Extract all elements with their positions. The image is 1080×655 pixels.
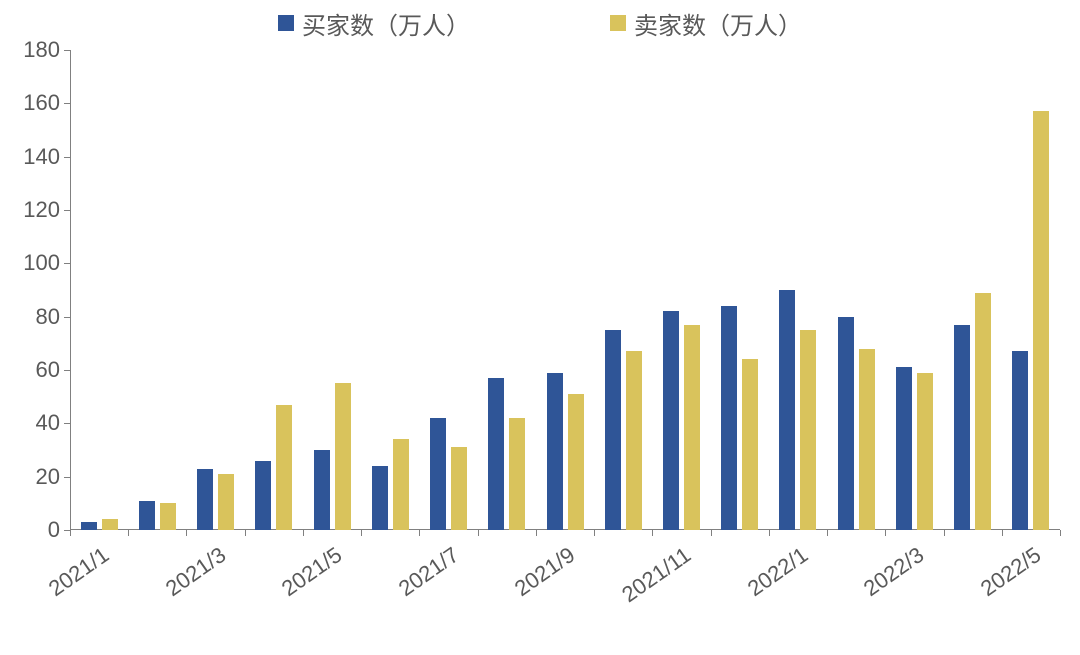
bar-sellers xyxy=(684,325,700,530)
bar-buyers xyxy=(721,306,737,530)
x-tick-label: 2021/1 xyxy=(1,542,114,632)
x-tick-mark xyxy=(70,530,71,536)
y-tick-mark xyxy=(64,423,70,424)
y-tick-mark xyxy=(64,157,70,158)
x-tick-mark xyxy=(536,530,537,536)
bar-sellers xyxy=(335,383,351,530)
bar-buyers xyxy=(1012,351,1028,530)
bar-sellers xyxy=(626,351,642,530)
x-tick-mark xyxy=(186,530,187,536)
y-tick-label: 100 xyxy=(23,250,60,276)
y-tick-label: 180 xyxy=(23,37,60,63)
bar-buyers xyxy=(954,325,970,530)
bar-buyers xyxy=(838,317,854,530)
x-tick-mark xyxy=(245,530,246,536)
bar-sellers xyxy=(509,418,525,530)
x-tick-mark xyxy=(1060,530,1061,536)
y-tick-label: 140 xyxy=(23,144,60,170)
x-tick-label: 2021/11 xyxy=(583,542,696,632)
bar-sellers xyxy=(742,359,758,530)
bar-buyers xyxy=(896,367,912,530)
x-tick-mark xyxy=(769,530,770,536)
x-tick-mark xyxy=(478,530,479,536)
x-tick-mark xyxy=(361,530,362,536)
bar-buyers xyxy=(372,466,388,530)
y-tick-mark xyxy=(64,103,70,104)
x-tick-mark xyxy=(885,530,886,536)
bar-sellers xyxy=(917,373,933,530)
y-tick-mark xyxy=(64,370,70,371)
x-tick-label: 2021/5 xyxy=(234,542,347,632)
x-tick-mark xyxy=(128,530,129,536)
bar-sellers xyxy=(102,519,118,530)
x-tick-mark xyxy=(419,530,420,536)
bar-buyers xyxy=(139,501,155,530)
bar-sellers xyxy=(1033,111,1049,530)
x-tick-mark xyxy=(827,530,828,536)
plot-area: 0204060801001201401601802021/12021/32021… xyxy=(70,50,1060,530)
bar-buyers xyxy=(314,450,330,530)
bar-sellers xyxy=(451,447,467,530)
x-tick-mark xyxy=(711,530,712,536)
bar-buyers xyxy=(663,311,679,530)
x-tick-label: 2022/3 xyxy=(816,542,929,632)
legend: 买家数（万人） 卖家数（万人） xyxy=(0,0,1080,46)
bar-buyers xyxy=(605,330,621,530)
y-tick-label: 80 xyxy=(36,304,60,330)
x-tick-label: 2021/3 xyxy=(117,542,230,632)
x-tick-label: 2022/5 xyxy=(933,542,1046,632)
x-tick-mark xyxy=(944,530,945,536)
legend-swatch-buyers xyxy=(278,15,294,31)
legend-item-buyers: 买家数（万人） xyxy=(278,6,470,41)
bar-sellers xyxy=(160,503,176,530)
x-tick-label: 2021/9 xyxy=(467,542,580,632)
bar-sellers xyxy=(800,330,816,530)
bars-layer xyxy=(70,50,1060,530)
bar-buyers xyxy=(430,418,446,530)
y-tick-mark xyxy=(64,477,70,478)
y-tick-mark xyxy=(64,50,70,51)
y-tick-label: 120 xyxy=(23,197,60,223)
bar-sellers xyxy=(276,405,292,530)
bar-buyers xyxy=(255,461,271,530)
x-tick-mark xyxy=(594,530,595,536)
bar-sellers xyxy=(218,474,234,530)
x-tick-mark xyxy=(652,530,653,536)
bar-buyers xyxy=(779,290,795,530)
bar-buyers xyxy=(81,522,97,530)
bar-sellers xyxy=(975,293,991,530)
legend-label-sellers: 卖家数（万人） xyxy=(634,6,802,41)
bar-sellers xyxy=(568,394,584,530)
y-tick-mark xyxy=(64,317,70,318)
legend-swatch-sellers xyxy=(610,15,626,31)
chart-container: 买家数（万人） 卖家数（万人） 020406080100120140160180… xyxy=(0,0,1080,655)
y-tick-label: 40 xyxy=(36,410,60,436)
y-tick-label: 160 xyxy=(23,90,60,116)
x-tick-label: 2021/7 xyxy=(350,542,463,632)
bar-buyers xyxy=(488,378,504,530)
y-tick-mark xyxy=(64,263,70,264)
bar-buyers xyxy=(197,469,213,530)
x-tick-label: 2022/1 xyxy=(700,542,813,632)
bar-buyers xyxy=(547,373,563,530)
bar-sellers xyxy=(393,439,409,530)
x-tick-mark xyxy=(303,530,304,536)
legend-item-sellers: 卖家数（万人） xyxy=(610,6,802,41)
y-tick-label: 0 xyxy=(48,517,60,543)
y-tick-mark xyxy=(64,210,70,211)
y-tick-label: 60 xyxy=(36,357,60,383)
legend-label-buyers: 买家数（万人） xyxy=(302,6,470,41)
x-tick-mark xyxy=(1002,530,1003,536)
y-tick-label: 20 xyxy=(36,464,60,490)
bar-sellers xyxy=(859,349,875,530)
